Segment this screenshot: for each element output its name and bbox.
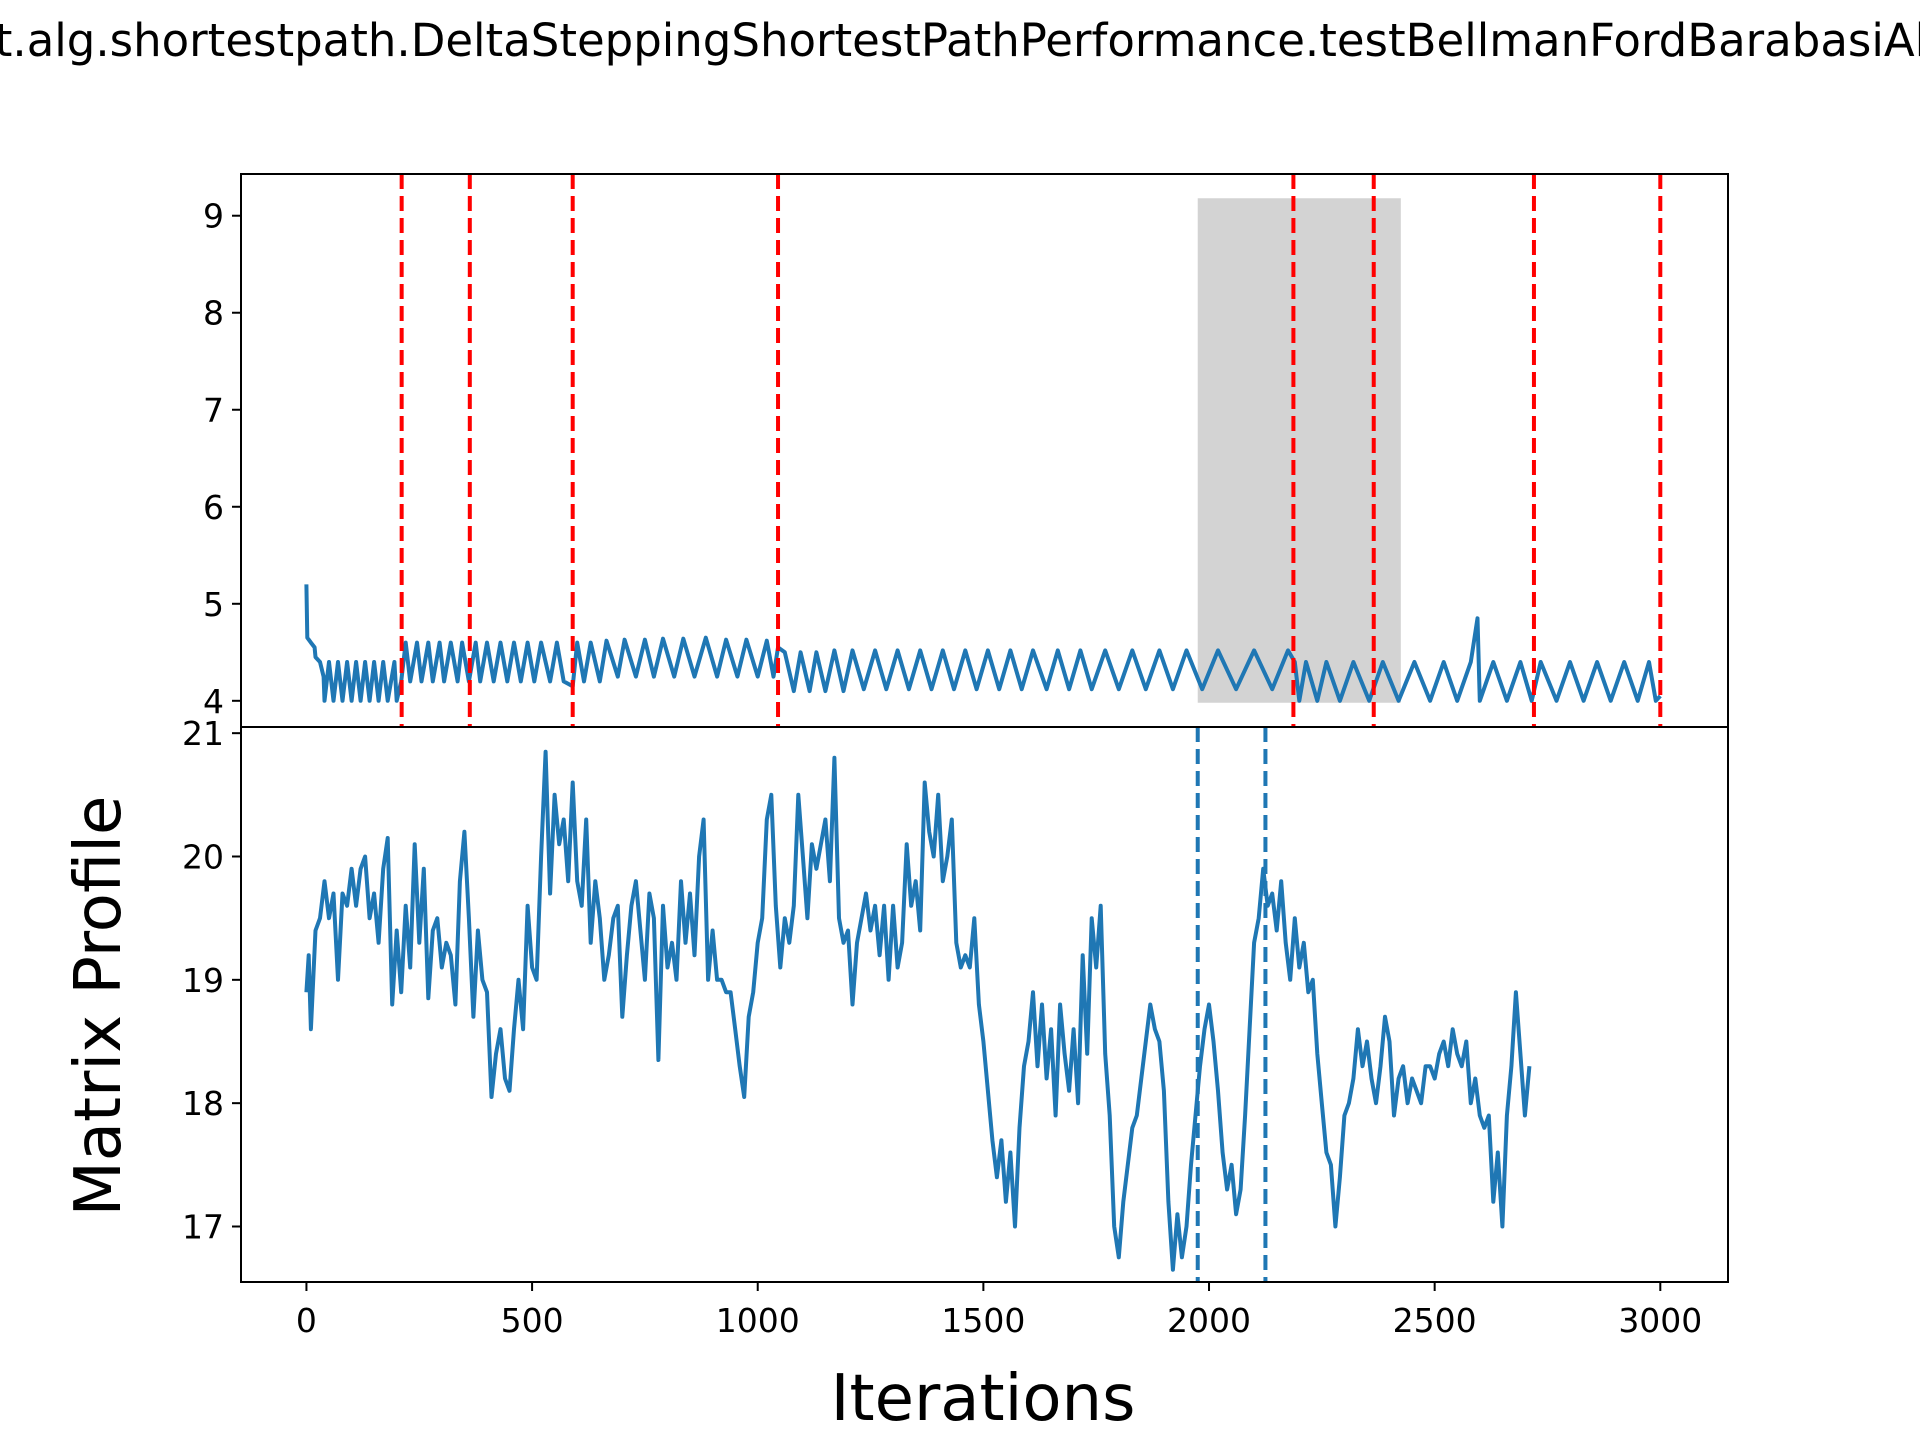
y-tick-label: 17 [182,1208,224,1247]
y-axis-label: Matrix Profile [62,796,136,1217]
x-axis-label: Iterations [831,1362,1136,1436]
x-tick-label: 2000 [1167,1301,1251,1340]
y-tick-label: 9 [203,197,224,236]
y-tick-label: 6 [203,488,224,527]
highlight-span [1197,198,1401,703]
x-tick-label: 500 [501,1301,564,1340]
y-tick-label: 21 [182,714,224,753]
chart-title: org.jgrapht.alg.shortestpath.DeltaSteppi… [0,14,1920,67]
y-tick-label: 8 [203,294,224,333]
y-tick-label: 18 [182,1084,224,1123]
x-tick-label: 0 [296,1301,317,1340]
x-tick-label: 1000 [716,1301,800,1340]
y-tick-label: 20 [182,838,224,877]
y-tick-label: 4 [203,682,224,721]
axes-frame [240,726,1729,1283]
y-tick-label: 7 [203,391,224,430]
bottom-panel: 17 18 19 20 21 0 500 1000 1500 2000 2500 3000 [182,714,1729,1340]
series-line [304,584,1662,703]
x-tick-label: 3000 [1618,1301,1702,1340]
series-line [304,749,1532,1272]
y-tick-label: 5 [203,585,224,624]
x-tick-label: 2500 [1393,1301,1477,1340]
x-tick-label: 1500 [941,1301,1025,1340]
top-panel: 4 5 6 7 8 9 [203,173,1729,728]
y-tick-label: 19 [182,961,224,1000]
